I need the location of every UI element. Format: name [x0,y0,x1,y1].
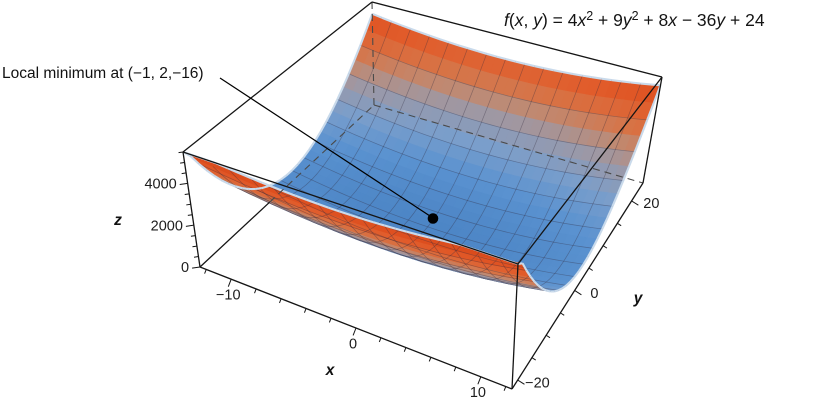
annotation-line [219,77,434,219]
annotation-text: Local minimum at (−1, 2,−16) [2,65,204,82]
tick-label: −20 [525,375,550,391]
axis-tick-labels: −10 0 10 −20 0 20 0 2000 4000 [144,177,659,402]
tick-label: 2000 [151,218,183,234]
axis-ticks [178,151,639,391]
tick-label: −10 [216,288,241,304]
tick-label: 20 [643,196,659,212]
hidden-box-edges [199,1,644,268]
surface-mesh [182,12,662,293]
tick-label: 0 [181,260,189,276]
z-axis-label: z [113,212,122,229]
tick-label: 4000 [144,177,176,193]
bounding-box-edges [182,1,663,390]
function-formula: f(x, y) = 4x2 + 9y2 + 8x − 36y + 24 [504,9,765,30]
x-axis-label: x [325,362,336,379]
y-axis-label: y [633,290,644,307]
tick-label: 0 [349,336,357,352]
annotation: Local minimum at (−1, 2,−16) [2,65,439,224]
minimum-point-marker [427,213,439,224]
tick-label: 0 [590,286,598,302]
tick-label: 10 [470,385,486,401]
